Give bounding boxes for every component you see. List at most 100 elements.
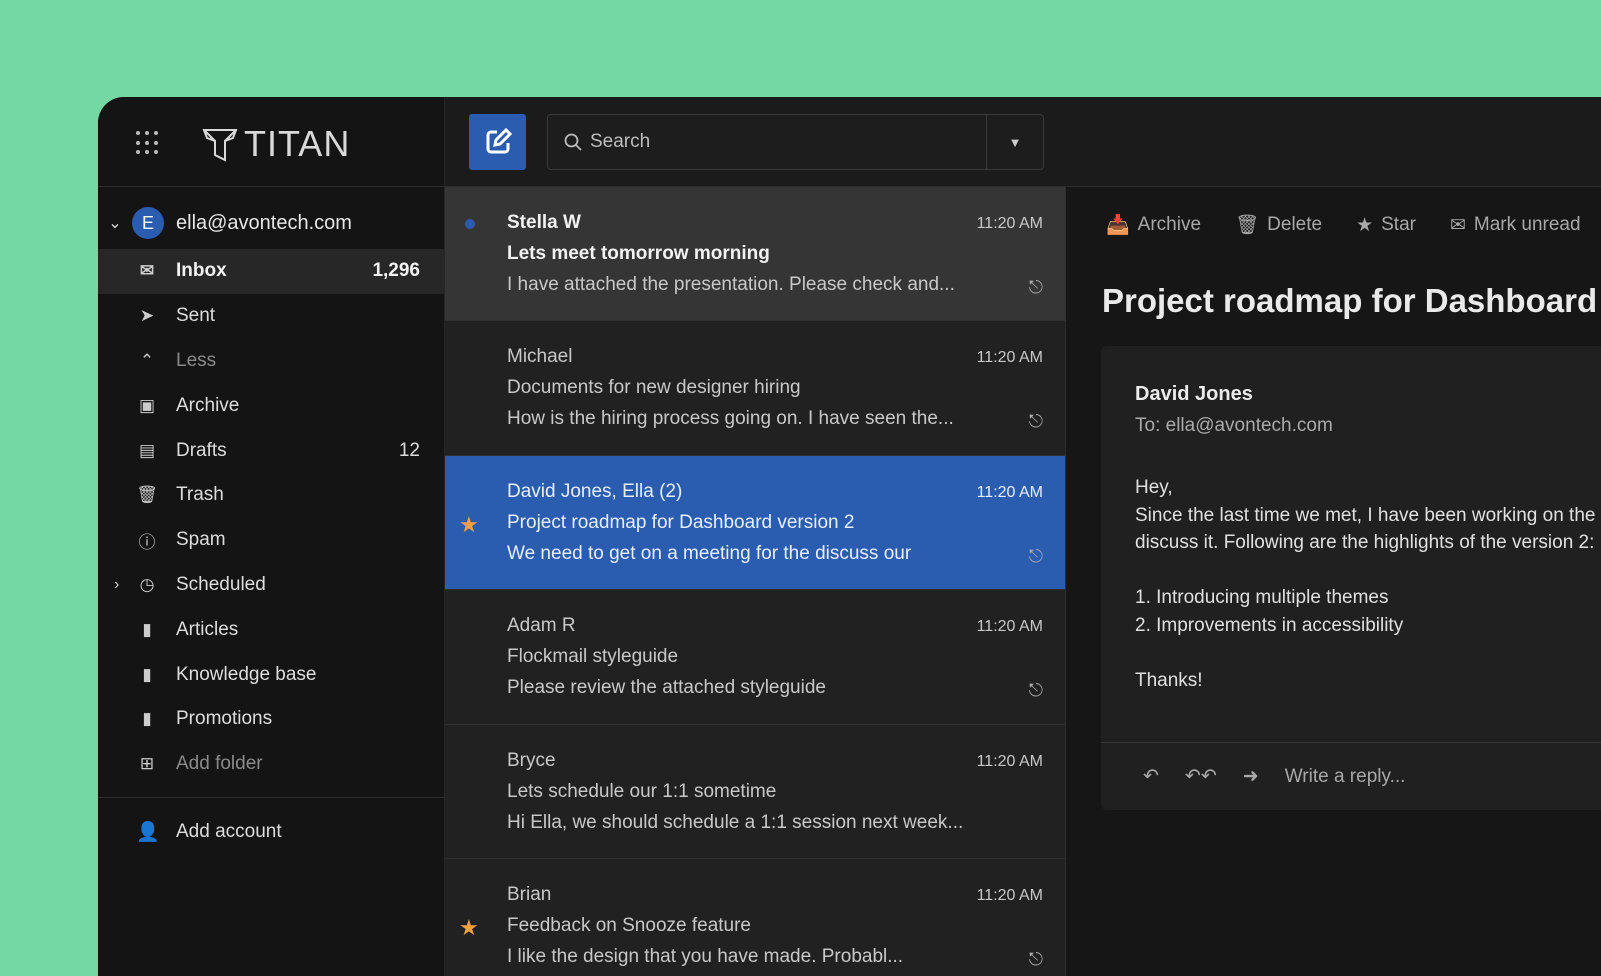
message-actions: 📥 Archive 🗑 Delete ★ Star ✉ Mark unread — [1106, 213, 1581, 237]
sidebar-item-label: Articles — [176, 618, 239, 640]
folder-list: ✉ Inbox 1,296 ➤ Sent ⌃ Less ▣ Archive ▤ Drafts 12 🗑 T… — [98, 249, 445, 787]
envelope-icon: ✉ — [1449, 214, 1466, 236]
sidebar-item-add-folder[interactable]: ⊞ Add folder — [98, 742, 445, 787]
chevron-up-icon: ⌃ — [139, 350, 155, 370]
email-subject: Lets schedule our 1:1 sometime — [507, 780, 777, 802]
sidebar-item-label: Spam — [176, 529, 226, 551]
star-icon[interactable]: ★ — [459, 511, 479, 537]
add-account-button[interactable]: 👤 Add account — [98, 810, 445, 854]
unread-count: 12 — [398, 439, 420, 461]
sidebar-item-inbox[interactable]: ✉ Inbox 1,296 — [98, 249, 445, 294]
sidebar-item-scheduled[interactable]: › ◷ Scheduled — [98, 563, 445, 608]
action-label: Star — [1381, 214, 1416, 235]
recipient: To: ella@avontech.com — [1135, 415, 1333, 436]
mail-app-window: TITAN ⌄ E ella@avontech.com ✉ Inbox 1,296 ➤… — [98, 97, 1601, 976]
attachment-icon: ⎋ — [1028, 277, 1043, 297]
sidebar-item-label: Scheduled — [176, 573, 266, 595]
unread-count: 1,296 — [372, 260, 420, 282]
search-icon — [564, 133, 582, 151]
message-title: Project roadmap for Dashboard version 2 — [1102, 282, 1601, 319]
envelope-icon: ✉ — [139, 261, 155, 281]
email-list-item[interactable]: Michael 11:20 AM Documents for new designe… — [445, 321, 1065, 456]
account-email: ella@avontech.com — [176, 211, 352, 234]
clock-icon: ◷ — [139, 574, 155, 594]
forward-icon[interactable]: ➜ — [1242, 766, 1259, 787]
email-list-item[interactable]: ★ David Jones, Ella (2) 11:20 AM Project ro… — [445, 455, 1065, 591]
alert-icon: ⓘ — [138, 532, 156, 552]
chevron-down-icon[interactable]: ⌄ — [108, 215, 122, 232]
attachment-icon: ⎋ — [1028, 680, 1043, 701]
email-list-item[interactable]: ★ Brian 11:20 AM Feedback on Snooze feature… — [445, 859, 1065, 976]
email-sender: Adam R — [507, 615, 576, 637]
email-sender: Brian — [507, 883, 552, 905]
chevron-right-icon[interactable]: › — [114, 575, 120, 593]
account-switcher[interactable]: ⌄ E ella@avontech.com — [98, 203, 445, 243]
archive-button[interactable]: 📥 Archive — [1106, 213, 1201, 237]
email-time: 11:20 AM — [976, 886, 1043, 904]
trash-icon: 🗑 — [136, 485, 158, 505]
add-user-icon: 👤 — [136, 822, 160, 843]
folder-icon: ▮ — [142, 664, 152, 684]
avatar: E — [132, 207, 164, 239]
unread-dot-icon — [465, 219, 475, 229]
paper-plane-icon: ➤ — [139, 306, 155, 326]
action-label: Mark unread — [1473, 214, 1581, 235]
search-options-dropdown[interactable]: ▼ — [986, 115, 1043, 169]
email-preview: We need to get on a meeting for the disc… — [507, 542, 912, 564]
sidebar-item-label: Inbox — [176, 260, 227, 282]
sidebar-item-archive[interactable]: ▣ Archive — [98, 383, 445, 428]
sidebar-item-drafts[interactable]: ▤ Drafts 12 — [98, 428, 445, 473]
sidebar-item-trash[interactable]: 🗑 Trash — [98, 473, 445, 518]
plus-icon: ⊞ — [139, 754, 155, 774]
sidebar: TITAN ⌄ E ella@avontech.com ✉ Inbox 1,296 ➤… — [98, 97, 445, 976]
star-icon[interactable]: ★ — [459, 914, 479, 940]
delete-button[interactable]: 🗑 Delete — [1235, 213, 1322, 237]
reply-icon[interactable]: ↶ — [1143, 766, 1159, 787]
divider — [98, 797, 445, 798]
email-list-item[interactable]: Adam R 11:20 AM Flockmail styleguide Please… — [445, 590, 1065, 725]
mark-unread-button[interactable]: ✉ Mark unread — [1450, 213, 1581, 237]
sender-name: David Jones — [1135, 383, 1253, 405]
reply-all-icon[interactable]: ↶↶ — [1184, 766, 1217, 787]
sidebar-item-promotions[interactable]: ▮ Promotions — [98, 697, 445, 742]
action-label: Delete — [1267, 214, 1323, 235]
message-card: David Jones To: ella@avontech.com Hey, S… — [1101, 346, 1601, 810]
sidebar-item-spam[interactable]: ⓘ Spam — [98, 518, 445, 563]
email-time: 11:20 AM — [976, 349, 1043, 367]
reply-input[interactable]: Write a reply... — [1284, 765, 1406, 787]
email-subject: Flockmail styleguide — [507, 646, 679, 668]
email-list: Stella W 11:20 AM Lets meet tomorrow morni… — [445, 97, 1066, 976]
sidebar-item-label: Drafts — [176, 439, 227, 461]
sidebar-item-less[interactable]: ⌃ Less — [98, 339, 445, 384]
folder-icon: ▮ — [142, 709, 152, 729]
sidebar-item-label: Archive — [176, 394, 240, 416]
archive-icon: 📥 — [1106, 215, 1130, 236]
email-list-item[interactable]: Stella W 11:20 AM Lets meet tomorrow morni… — [445, 187, 1065, 322]
divider — [1101, 742, 1601, 743]
sidebar-item-label: Add folder — [176, 753, 263, 775]
titan-logo-icon — [202, 129, 238, 162]
attachment-icon: ⎋ — [1028, 545, 1043, 566]
attachment-icon: ⎋ — [1028, 411, 1043, 432]
reply-bar: ↶ ↶↶ ➜ Write a reply... — [1143, 765, 1405, 788]
star-button[interactable]: ★ Star — [1356, 213, 1416, 237]
email-preview: How is the hiring process going on. I ha… — [507, 408, 954, 430]
app-grid-icon[interactable] — [136, 131, 160, 155]
sidebar-item-label: Promotions — [176, 708, 273, 730]
search-input[interactable] — [590, 131, 970, 153]
star-icon: ★ — [1356, 214, 1374, 236]
toolbar: ▼ — [445, 97, 1601, 187]
email-list-item[interactable]: Bryce 11:20 AM Lets schedule our 1:1 somet… — [445, 725, 1065, 859]
email-sender: David Jones, Ella (2) — [507, 480, 683, 502]
sidebar-item-label: Sent — [176, 305, 216, 327]
sidebar-item-knowledge-base[interactable]: ▮ Knowledge base — [98, 652, 445, 697]
sidebar-item-articles[interactable]: ▮ Articles — [98, 607, 445, 652]
email-sender: Stella W — [507, 212, 581, 233]
sidebar-item-sent[interactable]: ➤ Sent — [98, 294, 445, 339]
compose-icon — [486, 127, 512, 154]
email-sender: Bryce — [507, 749, 556, 771]
email-preview: Please review the attached styleguide — [507, 677, 826, 699]
logo: TITAN — [202, 123, 350, 165]
compose-button[interactable] — [469, 114, 526, 170]
message-body: Hey, Since the last time we met, I have … — [1135, 477, 1601, 691]
